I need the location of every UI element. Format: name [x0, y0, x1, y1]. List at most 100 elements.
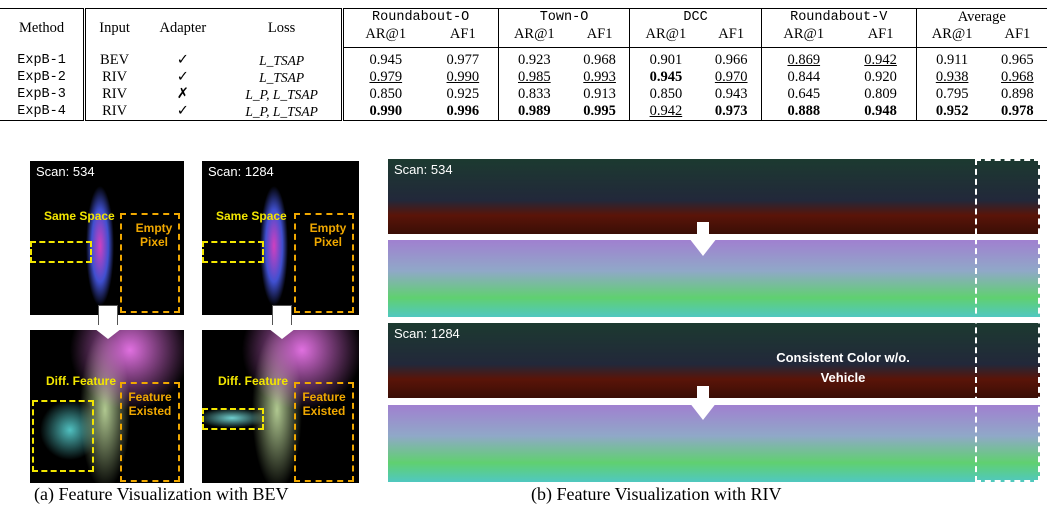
diff-feature-label: Diff. Feature — [46, 374, 117, 388]
value-cell: 0.990 — [446, 69, 480, 85]
header-ar1: AR@1 — [497, 26, 570, 48]
empty-pixel-box — [120, 213, 180, 313]
value-cell: 0.942 — [629, 103, 702, 121]
arrow-down-icon — [689, 402, 717, 420]
loss-cell: L_TSAP — [259, 70, 305, 85]
same-space-label: Same Space — [216, 209, 287, 223]
arrow-down-icon — [272, 305, 292, 326]
input-cell: RIV — [83, 103, 143, 121]
value-cell: 0.966 — [714, 52, 748, 68]
header-group: Town-O — [497, 8, 630, 26]
value-cell: 0.979 — [340, 69, 428, 86]
feature-existed-label: Feature Existed — [128, 390, 172, 418]
table-row: ExpB-3 RIV ✗ L_P, L_TSAP 0.850 0.925 0.833 0.91… — [0, 86, 1047, 103]
input-cell: RIV — [83, 69, 143, 86]
scan-label: Scan: 534 — [36, 164, 95, 179]
loss-cell: L_P, L_TSAP — [245, 87, 318, 102]
value-cell: 0.920 — [864, 69, 897, 85]
caption-a: (a) Feature Visualization with BEV — [34, 484, 289, 504]
header-ar1: AR@1 — [340, 26, 428, 48]
value-cell: 0.938 — [915, 69, 988, 86]
adapter-cell: ✓ — [176, 69, 189, 85]
diff-feature-box — [202, 408, 264, 430]
value-cell: 0.990 — [340, 103, 428, 121]
caption-b: (b) Feature Visualization with RIV — [531, 484, 782, 504]
value-cell: 0.943 — [714, 86, 748, 102]
value-cell: 0.844 — [760, 69, 846, 86]
value-cell: 0.898 — [1001, 86, 1034, 102]
value-cell: 0.970 — [714, 69, 748, 85]
adapter-cell: ✗ — [176, 86, 189, 102]
arrow-down-icon — [697, 222, 709, 238]
header-ar1: AR@1 — [629, 26, 702, 48]
arrow-down-icon — [98, 305, 118, 326]
value-cell: 0.948 — [864, 103, 897, 119]
value-cell: 0.942 — [864, 52, 897, 68]
vehicle-region-box — [975, 159, 1040, 482]
feature-existed-box — [294, 382, 354, 482]
value-cell: 0.996 — [446, 103, 480, 119]
value-cell: 0.795 — [915, 86, 988, 103]
consistent-color-label: Consistent Color w/o. Vehicle — [776, 350, 910, 385]
adapter-cell: ✓ — [176, 103, 189, 119]
empty-pixel-box — [294, 213, 354, 313]
value-cell: 0.989 — [497, 103, 570, 121]
header-adapter: Adapter — [159, 19, 207, 36]
arrow-down-icon — [689, 238, 717, 256]
value-cell: 0.995 — [583, 103, 616, 119]
value-cell: 0.993 — [583, 69, 616, 85]
value-cell: 0.888 — [760, 103, 846, 121]
arrow-down-icon — [264, 325, 300, 339]
results-table: Method Input Adapter Loss Roundabout-O T… — [0, 8, 1047, 121]
header-af1: AF1 — [701, 26, 762, 48]
table-row: ExpB-2 RIV ✓ L_TSAP 0.979 0.990 0.985 0.993 0.94… — [0, 69, 1047, 86]
feature-existed-box — [120, 382, 180, 482]
input-cell: BEV — [83, 47, 143, 69]
header-ar1: AR@1 — [915, 26, 988, 48]
adapter-cell: ✓ — [176, 51, 189, 68]
value-cell: 0.850 — [340, 86, 428, 103]
header-af1: AF1 — [845, 26, 917, 48]
riv-input-534: Scan: 534 — [388, 159, 1040, 234]
header-loss: Loss — [267, 19, 296, 36]
arrow-down-icon — [90, 325, 126, 339]
same-space-label: Same Space — [44, 209, 115, 223]
method-cell: ExpB-2 — [17, 70, 66, 85]
value-cell: 0.968 — [1001, 69, 1034, 85]
table-row: ExpB-1 BEV ✓ L_TSAP 0.945 0.977 0.923 0.968 0.90… — [0, 47, 1047, 69]
method-cell: ExpB-3 — [17, 87, 66, 102]
bev-input-534: Scan: 534 Same Space Empty Pixel — [30, 161, 184, 315]
empty-pixel-label: Empty Pixel — [309, 221, 347, 249]
feature-existed-label: Feature Existed — [302, 390, 346, 418]
value-cell: 0.985 — [497, 69, 570, 86]
value-cell: 0.911 — [915, 47, 988, 69]
value-cell: 0.945 — [340, 47, 428, 69]
value-cell: 0.965 — [1001, 52, 1034, 68]
header-af1: AF1 — [569, 26, 630, 48]
value-cell: 0.968 — [583, 52, 616, 68]
header-af1: AF1 — [427, 26, 499, 48]
value-cell: 0.850 — [629, 86, 702, 103]
value-cell: 0.923 — [497, 47, 570, 69]
header-group: Roundabout-V — [760, 8, 917, 26]
value-cell: 0.977 — [446, 52, 480, 68]
loss-cell: L_TSAP — [259, 52, 305, 68]
diff-feature-box — [32, 400, 94, 472]
value-cell: 0.869 — [760, 47, 846, 69]
same-space-box — [30, 241, 92, 263]
loss-cell: L_P, L_TSAP — [245, 104, 318, 119]
value-cell: 0.973 — [714, 103, 748, 119]
bev-feature-534: Diff. Feature Feature Existed — [30, 330, 184, 483]
value-cell: 0.901 — [629, 47, 702, 69]
method-cell: ExpB-4 — [17, 104, 66, 119]
value-cell: 0.913 — [583, 86, 616, 102]
table-row: ExpB-4 RIV ✓ L_P, L_TSAP 0.990 0.996 0.989 0.99… — [0, 103, 1047, 121]
method-cell: ExpB-1 — [17, 52, 66, 68]
scan-label: Scan: 534 — [394, 162, 453, 177]
header-group: Average — [915, 8, 1047, 26]
same-space-box — [202, 241, 264, 263]
header-af1: AF1 — [987, 26, 1047, 48]
input-cell: RIV — [83, 86, 143, 103]
diff-feature-label: Diff. Feature — [218, 374, 289, 388]
scan-label: Scan: 1284 — [394, 326, 460, 341]
